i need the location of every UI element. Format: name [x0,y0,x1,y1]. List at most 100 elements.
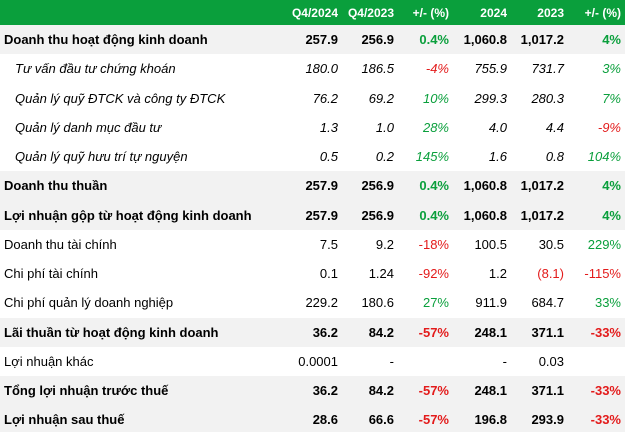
cell-q4-2023: 84.2 [368,383,394,399]
row-label: Tư vấn đầu tư chứng khoán [15,61,176,77]
cell-year-change: 7% [602,90,621,106]
table-row: Lợi nhuận khác 0.0001 - - 0.03 [0,347,625,376]
cell-2024: 755.9 [474,61,507,77]
cell-quarter-change: 10% [422,90,449,106]
cell-q4-2024: 28.6 [312,412,338,428]
cell-2024: 4.0 [488,119,507,135]
cell-year-change: 4% [602,32,621,48]
row-label: Tổng lợi nhuận trước thuế [4,383,169,399]
table-row: Quản lý danh mục đầu tư 1.3 1.0 28% 4.0 … [0,113,625,142]
header-label [0,0,270,25]
row-label: Chi phí tài chính [4,266,98,282]
cell-2024: 1,060.8 [463,32,507,48]
cell-q4-2024: 76.2 [312,90,338,106]
cell-2023: 1,017.2 [520,32,564,48]
table-row: Lợi nhuận gộp từ hoạt động kinh doanh 25… [0,200,625,230]
cell-2024: 1,060.8 [463,178,507,194]
cell-2024: 911.9 [475,295,507,311]
cell-q4-2024: 257.9 [305,32,338,48]
header-q4-2023: Q4/2023 [347,5,394,20]
cell-q4-2024: 229.2 [305,295,338,311]
header-quarter-change: +/- (%) [412,5,449,20]
cell-2023: 731.7 [531,61,564,77]
cell-q4-2024: 257.9 [305,178,338,194]
cell-year-change: 3% [602,61,621,77]
cell-quarter-change [398,347,453,376]
cell-2023: 1,017.2 [520,207,564,223]
cell-q4-2024: 36.2 [312,383,338,399]
table-row: Lợi nhuận sau thuế 28.6 66.6 -57% 196.8 … [0,405,625,432]
cell-year-change: -115% [584,266,621,282]
cell-q4-2023: 186.5 [361,61,394,77]
row-label: Doanh thu hoạt động kinh doanh [4,32,208,48]
row-label: Lợi nhuận khác [4,353,94,369]
table-row: Chi phí tài chính 0.1 1.24 -92% 1.2 (8.1… [0,259,625,288]
cell-q4-2024: 7.5 [319,236,338,252]
cell-2024: 196.8 [474,412,507,428]
cell-quarter-change: -92% [418,266,449,282]
cell-2023: 280.3 [531,90,564,106]
cell-year-change: 4% [602,178,621,194]
table-row: Doanh thu tài chính 7.5 9.2 -18% 100.5 3… [0,230,625,259]
row-label: Chi phí quản lý doanh nghiệp [4,295,174,311]
cell-quarter-change: 145% [415,149,449,165]
cell-q4-2023: 84.2 [368,324,394,340]
cell-q4-2023: - [389,353,394,369]
cell-quarter-change: 0.4% [419,178,449,194]
cell-2023: 4.4 [545,119,564,135]
cell-q4-2024: 0.1 [319,266,338,282]
table-row: Quản lý quỹ ĐTCK và công ty ĐTCK 76.2 69… [0,84,625,113]
cell-2023: 0.8 [545,149,564,165]
cell-quarter-change: 0.4% [419,32,449,48]
row-label: Lợi nhuận sau thuế [4,412,125,428]
cell-q4-2024: 180.0 [305,61,338,77]
cell-year-change [568,347,625,376]
table-row: Doanh thu hoạt động kinh doanh 257.9 256… [0,25,625,55]
cell-2024: 1.6 [488,149,507,165]
header-row: Q4/2024 Q4/2023 +/- (%) 2024 2023 +/- (%… [0,0,625,25]
cell-q4-2023: 256.9 [361,32,394,48]
cell-2024: 100.5 [474,236,507,252]
cell-q4-2023: 0.2 [375,149,394,165]
cell-year-change: 4% [602,207,621,223]
cell-q4-2024: 257.9 [305,207,338,223]
cell-q4-2023: 1.0 [375,119,394,135]
cell-2024: 299.3 [474,90,507,106]
cell-2023: 0.03 [538,353,564,369]
cell-quarter-change: 27% [422,295,449,311]
cell-2024: 1.2 [488,266,507,282]
cell-2023: 1,017.2 [520,178,564,194]
table-row: Tư vấn đầu tư chứng khoán 180.0 186.5 -4… [0,54,625,83]
cell-year-change: -33% [590,324,621,340]
cell-quarter-change: -57% [418,383,449,399]
cell-2023: 371.1 [531,383,564,399]
cell-2023: (8.1) [537,266,564,282]
cell-2024: 1,060.8 [463,207,507,223]
header-2023: 2023 [537,5,564,20]
cell-q4-2024: 36.2 [312,324,338,340]
cell-quarter-change: 28% [422,119,449,135]
cell-2024: 248.1 [474,324,507,340]
table-row: Doanh thu thuần 257.9 256.9 0.4% 1,060.8… [0,171,625,201]
row-label: Lãi thuần từ hoạt động kinh doanh [4,324,219,340]
cell-2023: 371.1 [531,324,564,340]
cell-2024: - [502,353,507,369]
cell-year-change: 104% [587,149,621,165]
table-row: Lãi thuần từ hoạt động kinh doanh 36.2 8… [0,317,625,347]
row-label: Quản lý quỹ ĐTCK và công ty ĐTCK [15,90,226,106]
cell-year-change: -9% [597,119,621,135]
cell-year-change: -33% [590,412,621,428]
cell-2023: 293.9 [531,412,564,428]
cell-2023: 684.7 [531,295,564,311]
table-row: Chi phí quản lý doanh nghiệp 229.2 180.6… [0,288,625,317]
cell-2024: 248.1 [474,383,507,399]
cell-q4-2023: 180.6 [361,295,394,311]
header-year-change: +/- (%) [584,5,621,20]
cell-year-change: 229% [587,236,621,252]
header-2024: 2024 [480,5,507,20]
cell-quarter-change: -4% [425,61,449,77]
cell-q4-2024: 1.3 [319,119,338,135]
cell-q4-2024: 0.5 [319,149,338,165]
cell-q4-2023: 256.9 [361,178,394,194]
